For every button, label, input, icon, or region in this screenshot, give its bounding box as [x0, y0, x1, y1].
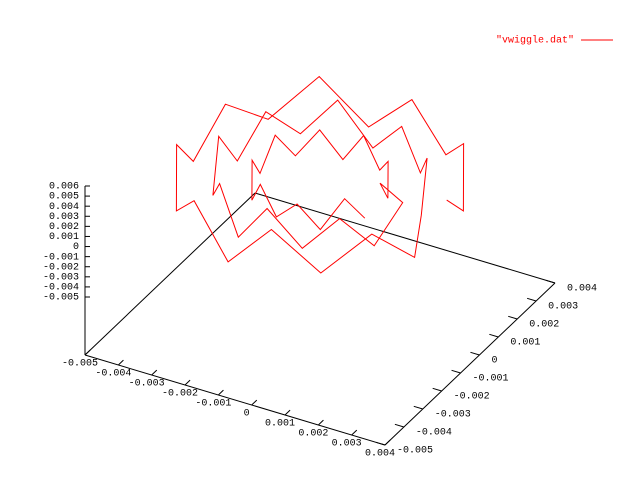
y-tick-label: 0.001	[510, 338, 540, 349]
x-tick-label: 0.001	[265, 419, 295, 430]
y-tick-label: -0.004	[416, 428, 452, 439]
y-tick	[394, 423, 405, 428]
base-edge	[84, 192, 256, 356]
x-tick	[351, 429, 358, 436]
x-tick	[184, 379, 191, 386]
y-tick-label: -0.005	[397, 446, 433, 457]
x-tick-label: -0.005	[62, 359, 98, 370]
z-tick-label: -0.005	[43, 293, 79, 304]
legend-label: "vwiggle.dat"	[496, 35, 574, 47]
x-tick	[384, 439, 391, 446]
y-tick	[508, 315, 518, 320]
x-tick	[84, 349, 91, 356]
y-tick	[545, 279, 556, 284]
data-line	[175, 75, 465, 274]
z-tick-label: 0.002	[49, 222, 79, 233]
z-tick-label: -0.004	[43, 283, 79, 294]
x-tick-label: 0.004	[365, 449, 395, 460]
x-tick-label: -0.001	[195, 399, 231, 410]
x-tick-label: -0.002	[162, 389, 198, 400]
z-tick-label: 0	[73, 242, 79, 253]
z-tick-label: 0.006	[49, 182, 79, 193]
y-tick	[489, 333, 499, 338]
x-tick	[217, 389, 224, 396]
x-tick-label: 0.003	[332, 439, 362, 450]
y-tick-label: 0.003	[548, 302, 578, 313]
base-edge	[84, 354, 386, 446]
y-tick	[432, 387, 442, 392]
x-tick-label: -0.003	[129, 379, 165, 390]
x-tick	[251, 399, 258, 406]
z-tick-label: 0.003	[49, 212, 79, 223]
base-edge	[254, 192, 556, 284]
y-tick-label: -0.003	[435, 410, 471, 421]
y-tick	[470, 351, 480, 356]
x-tick-label: 0	[244, 409, 250, 420]
x-tick	[151, 369, 158, 376]
y-tick	[526, 297, 537, 302]
y-tick	[413, 405, 423, 410]
x-tick-label: 0.002	[298, 429, 328, 440]
x-tick	[317, 419, 324, 426]
x-tick	[117, 359, 124, 366]
z-tick-label: -0.003	[43, 272, 79, 283]
base-edge	[384, 282, 556, 446]
y-tick-label: -0.001	[473, 374, 509, 385]
y-tick	[451, 369, 461, 374]
z-tick-label: 0.001	[49, 232, 79, 243]
y-tick-label: 0	[491, 356, 497, 367]
z-tick-label: 0.005	[49, 192, 79, 203]
z-tick-label: -0.001	[43, 252, 79, 263]
y-tick	[375, 441, 386, 446]
y-tick-label: 0.002	[529, 320, 559, 331]
z-tick-label: 0.004	[49, 202, 79, 213]
x-tick-label: -0.004	[95, 369, 131, 380]
y-tick-label: 0.004	[567, 284, 597, 295]
x-tick	[284, 409, 291, 416]
z-tick-label: -0.002	[43, 262, 79, 273]
y-tick-label: -0.002	[454, 392, 490, 403]
